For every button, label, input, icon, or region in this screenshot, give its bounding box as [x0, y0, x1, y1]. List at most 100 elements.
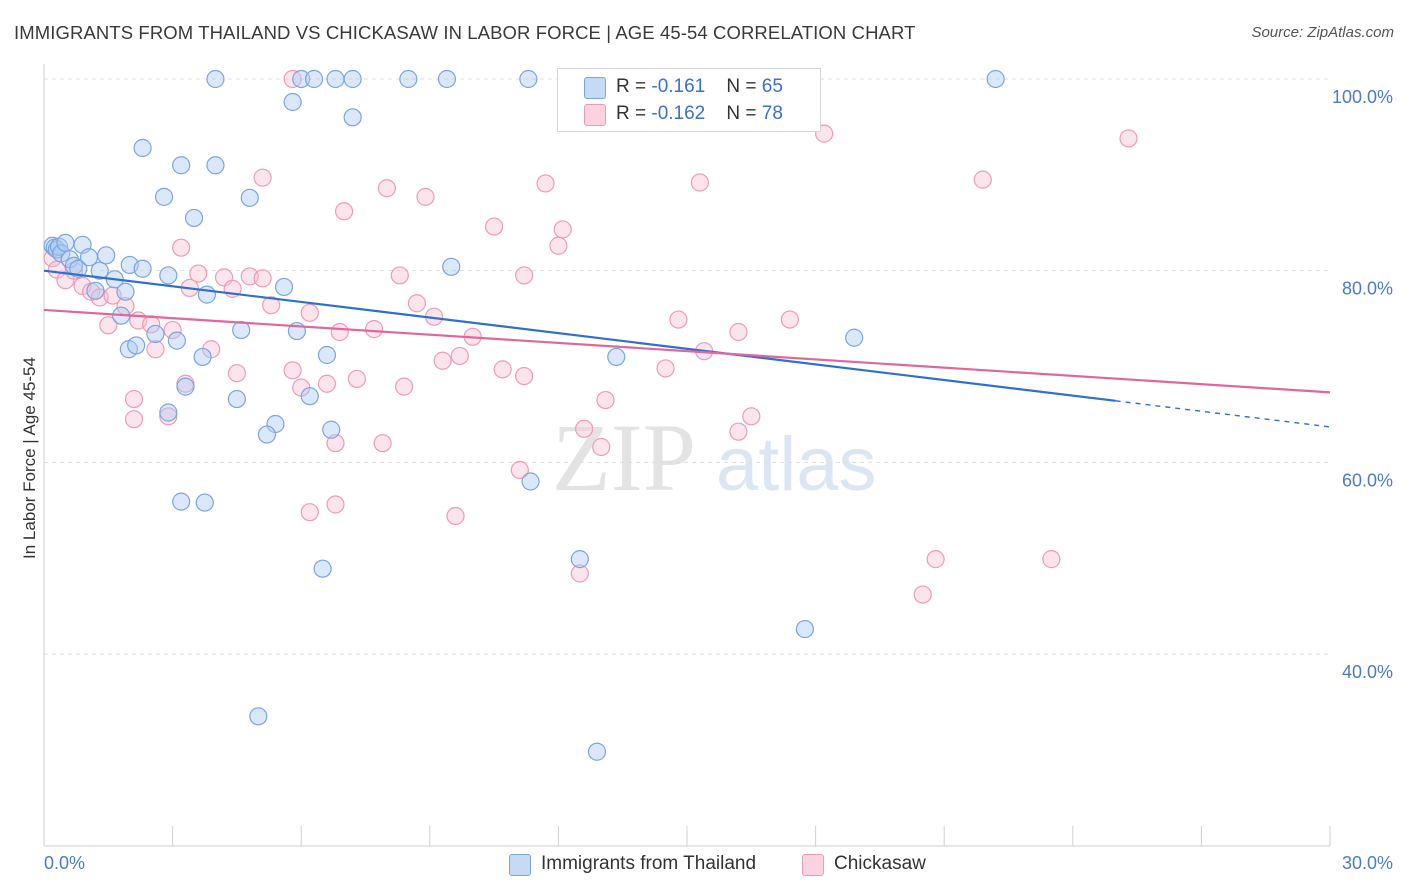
data-point: [300, 503, 319, 522]
data-point: [742, 407, 761, 426]
data-point: [575, 419, 594, 438]
data-point: [253, 168, 272, 187]
data-point: [326, 495, 345, 514]
data-point: [515, 366, 534, 386]
y-axis-label: In Labor Force | Age 45-54: [20, 357, 39, 559]
data-point: [729, 322, 748, 342]
data-point: [300, 303, 319, 322]
legend-swatch-chickasaw: [584, 104, 606, 126]
data-point: [240, 188, 259, 207]
x-tick-min: 0.0%: [44, 853, 85, 873]
data-point: [795, 619, 814, 639]
data-point: [317, 374, 337, 393]
data-point: [127, 336, 146, 355]
data-point: [304, 69, 324, 89]
data-point: [159, 407, 178, 426]
n-value-thailand: 65: [761, 76, 783, 97]
n-value-chickasaw: 78: [761, 103, 783, 124]
data-point: [913, 585, 932, 604]
data-point: [656, 359, 675, 378]
n-label: N =: [726, 103, 762, 124]
chart-title: IMMIGRANTS FROM THAILAND VS CHICKASAW IN…: [14, 22, 916, 43]
data-point: [446, 506, 465, 526]
data-point: [607, 347, 626, 367]
data-point: [437, 69, 457, 89]
data-point: [845, 328, 864, 347]
data-point: [146, 340, 165, 359]
data-point: [56, 233, 75, 252]
data-point: [172, 238, 191, 257]
data-point: [394, 377, 414, 396]
data-point: [193, 347, 212, 367]
data-point: [159, 266, 178, 285]
data-point: [124, 389, 144, 409]
data-point: [570, 564, 589, 583]
data-point: [326, 69, 345, 89]
trend-line-thailand: [43, 269, 1116, 402]
data-point: [442, 257, 461, 276]
data-point: [133, 259, 152, 278]
data-point: [326, 434, 345, 453]
data-point: [300, 387, 319, 406]
data-point: [154, 187, 174, 206]
data-point: [399, 69, 418, 89]
data-point: [587, 742, 607, 761]
data-point: [390, 266, 409, 285]
y-tick-label: 60.0%: [1342, 470, 1393, 490]
data-point: [232, 320, 251, 340]
r-value-thailand: -0.161: [651, 76, 706, 97]
data-point: [407, 294, 427, 313]
data-point: [450, 346, 469, 366]
y-tick-label: 80.0%: [1342, 279, 1393, 299]
data-point: [330, 322, 349, 342]
data-point: [973, 170, 992, 189]
data-point: [334, 202, 354, 221]
data-point: [116, 282, 135, 301]
data-point: [347, 369, 367, 389]
data-point: [343, 69, 362, 89]
bottom-label-thailand: Immigrants from Thailand: [541, 853, 757, 874]
n-label: N =: [726, 76, 762, 97]
data-point: [249, 707, 268, 726]
data-point: [1042, 550, 1061, 569]
r-value-chickasaw: -0.162: [651, 103, 706, 124]
data-point: [322, 420, 341, 439]
data-point: [159, 403, 178, 422]
watermark-zip: ZIP: [552, 404, 696, 511]
data-point: [253, 269, 272, 288]
trend-lines: [43, 269, 1331, 428]
legend-swatch-thailand: [584, 77, 606, 99]
bottom-swatch-chickasaw: [802, 854, 824, 876]
data-point: [206, 69, 225, 89]
data-point: [317, 345, 337, 365]
data-point: [364, 320, 384, 339]
data-point: [729, 422, 748, 441]
data-point: [519, 69, 538, 89]
data-point: [146, 324, 165, 344]
data-point: [163, 320, 182, 340]
data-point: [669, 310, 688, 329]
data-point: [986, 69, 1005, 89]
data-point: [206, 156, 225, 175]
data-point: [69, 259, 88, 278]
data-point: [592, 437, 611, 457]
watermark-atlas: atlas: [716, 422, 877, 507]
data-point: [549, 236, 568, 255]
data-point: [515, 266, 534, 285]
x-tick-max: 30.0%: [1342, 853, 1393, 873]
data-point: [416, 187, 435, 206]
trend-line-thailand-extension: [1115, 400, 1331, 428]
data-point: [510, 460, 529, 480]
data-point: [99, 316, 118, 335]
axes: [43, 64, 1331, 847]
data-point: [227, 389, 246, 409]
data-point: [257, 425, 277, 444]
data-point: [262, 296, 281, 315]
bottom-swatch-thailand: [509, 854, 531, 876]
data-point: [1119, 129, 1138, 148]
data-point: [172, 492, 191, 511]
y-tick-label: 40.0%: [1342, 662, 1393, 682]
data-point: [86, 281, 105, 300]
bottom-label-chickasaw: Chickasaw: [834, 853, 926, 874]
